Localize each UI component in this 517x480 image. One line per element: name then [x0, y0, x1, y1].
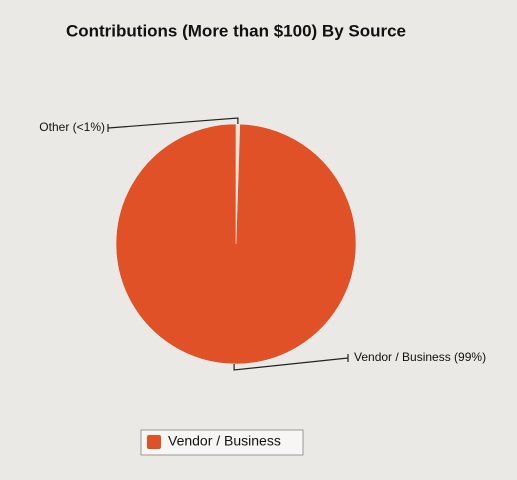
legend-label: Vendor / Business: [168, 433, 281, 449]
leader-line: [233, 354, 349, 371]
pie-slice: [115, 123, 357, 365]
legend-swatch: [147, 435, 161, 449]
legend-box: [140, 429, 304, 456]
slice-label: Vendor / Business (99%): [354, 350, 486, 364]
leader-line: [107, 117, 239, 132]
pie: Other (<1%) Vendor / Business (99%): [39, 117, 486, 371]
chart-title: Contributions (More than $100) By Source: [66, 21, 406, 40]
slice-label: Other (<1%): [39, 120, 105, 134]
legend: Vendor / Business: [140, 429, 304, 456]
